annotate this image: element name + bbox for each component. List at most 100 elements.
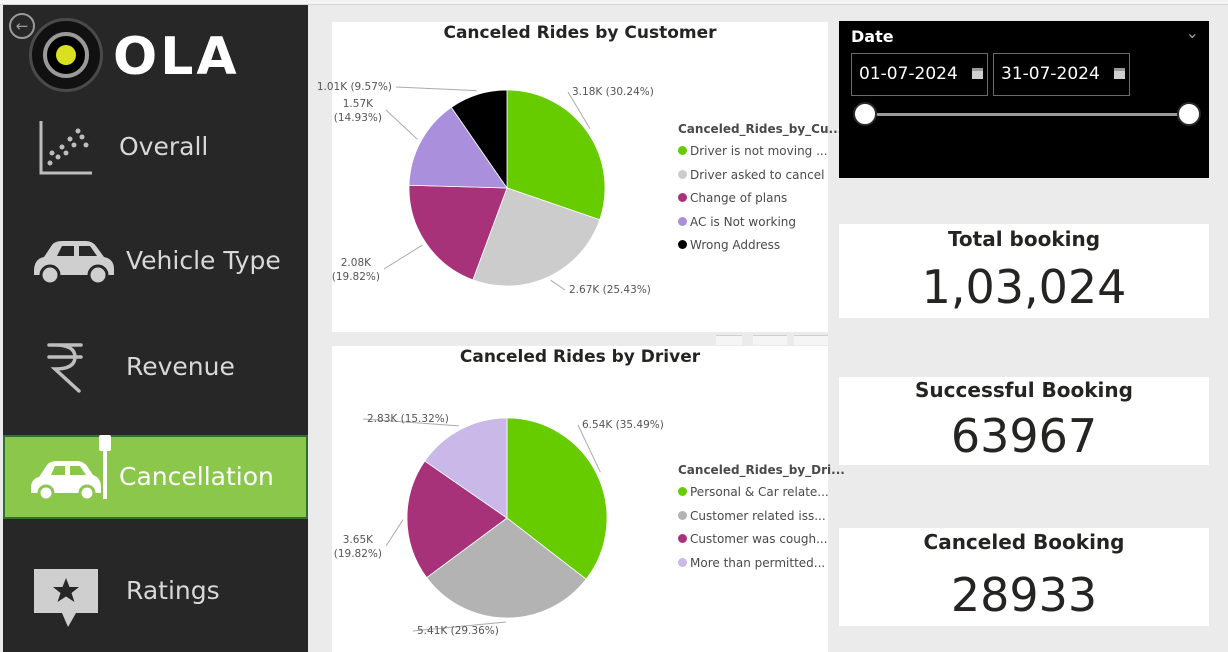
leader-line xyxy=(567,91,591,129)
leader-line xyxy=(385,109,418,140)
pie-slice[interactable] xyxy=(450,89,508,190)
pie-slice[interactable] xyxy=(408,184,508,281)
pie-chart xyxy=(383,86,606,291)
data-label: 2.08K (19.82%) xyxy=(331,257,380,283)
pie-slice[interactable] xyxy=(506,89,606,221)
legend-swatch xyxy=(678,193,687,202)
sidebar-item-label: Cancellation xyxy=(119,462,274,491)
sidebar-item-label: Revenue xyxy=(126,352,235,381)
sidebar-item-label: Vehicle Type xyxy=(126,246,281,275)
visual-header-button[interactable] xyxy=(716,335,742,345)
pie-slice[interactable] xyxy=(408,106,508,189)
data-label: 1.01K (9.57%) xyxy=(316,81,392,93)
sidebar-item-label: Overall xyxy=(119,132,209,161)
kpi-value: 28933 xyxy=(950,568,1098,622)
scatter-chart-icon xyxy=(39,121,92,175)
range-end-handle[interactable] xyxy=(1177,102,1201,126)
leader-line xyxy=(577,424,601,473)
chart-title: Canceled Rides by Driver xyxy=(459,347,701,367)
kpi-canceled-booking: Canceled Booking 28933 xyxy=(839,528,1209,626)
car-icon xyxy=(34,241,114,285)
date-slicer: Date ⌄ 01-07-2024 31-07-2024 xyxy=(839,21,1209,178)
legend-swatch xyxy=(678,216,687,226)
chart-title: Canceled Rides by Customer xyxy=(443,23,717,43)
pie-slice[interactable] xyxy=(506,417,608,580)
date-range-track[interactable] xyxy=(864,113,1189,116)
sidebar-item-vehicle-type[interactable]: Vehicle Type xyxy=(3,215,308,299)
pie-slice[interactable] xyxy=(424,417,508,519)
chart-canceled-by-customer: Canceled Rides by Customer Canceled_Ride… xyxy=(317,22,842,332)
data-label: 3.65K (19.82%) xyxy=(333,534,382,560)
end-date-field[interactable]: 31-07-2024 xyxy=(993,53,1130,96)
legend-item[interactable]: Personal & Car relate... xyxy=(678,485,829,499)
legend-item[interactable]: Change of plans xyxy=(678,191,787,205)
pie-slice[interactable] xyxy=(426,517,587,619)
visual-header-button[interactable] xyxy=(753,335,787,345)
kpi-successful-booking: Successful Booking 63967 xyxy=(839,377,1209,465)
sidebar-item-overall[interactable]: Overall xyxy=(3,105,308,189)
data-label: 6.54K (35.49%) xyxy=(582,419,664,431)
car-crash-icon xyxy=(30,435,111,502)
slicer-title: Date xyxy=(851,27,894,46)
end-date-value: 31-07-2024 xyxy=(1001,64,1100,84)
visual-header-button[interactable] xyxy=(794,335,828,345)
legend-label: Customer was cough... xyxy=(690,532,828,546)
kpi-title: Canceled Booking xyxy=(923,530,1125,554)
kpi-title: Total booking xyxy=(947,227,1101,251)
pie-slice[interactable] xyxy=(472,187,601,287)
legend-item[interactable]: Customer was cough... xyxy=(678,532,828,546)
data-label: 2.83K (15.32%) xyxy=(367,413,449,425)
pie-slice[interactable] xyxy=(406,460,508,579)
range-start-handle[interactable] xyxy=(853,102,877,126)
data-label: 5.41K (29.36%) xyxy=(417,625,499,637)
data-label: 2.67K (25.43%) xyxy=(569,284,651,296)
kpi-value: 63967 xyxy=(950,409,1098,463)
leader-line xyxy=(385,519,404,547)
legend-title: Canceled_Rides_by_Dri... xyxy=(678,463,845,477)
sidebar: ← OLA Overall Vehicle Type Revenue xyxy=(3,5,308,652)
legend-label: Change of plans xyxy=(690,191,788,205)
kpi-value: 1,03,024 xyxy=(921,260,1127,314)
leader-line xyxy=(550,279,566,291)
legend-label: AC is Not working xyxy=(690,214,797,229)
legend-swatch xyxy=(678,557,687,567)
legend-item[interactable]: Customer related iss... xyxy=(678,509,826,523)
legend-title: Canceled_Rides_by_Cu... xyxy=(678,122,843,136)
calendar-icon[interactable] xyxy=(972,68,983,79)
sidebar-item-label: Ratings xyxy=(126,576,220,605)
leader-line xyxy=(412,621,506,632)
start-date-field[interactable]: 01-07-2024 xyxy=(851,53,988,96)
legend-item[interactable]: Wrong Address xyxy=(678,238,780,252)
kpi-total-booking: Total booking 1,03,024 xyxy=(839,224,1209,318)
leader-line xyxy=(362,418,459,427)
legend-label: Personal & Car relate... xyxy=(690,485,829,499)
legend-swatch xyxy=(678,487,687,496)
data-label: 1.57K (14.93%) xyxy=(333,98,382,124)
leader-line xyxy=(395,86,477,92)
chevron-down-icon[interactable]: ⌄ xyxy=(1185,23,1199,42)
pie-chart xyxy=(362,417,608,632)
sidebar-item-revenue[interactable]: Revenue xyxy=(3,325,308,409)
legend-label: Driver asked to cancel xyxy=(690,167,825,182)
calendar-icon[interactable] xyxy=(1114,68,1125,79)
legend-item[interactable]: Driver asked to cancel xyxy=(678,168,824,182)
legend-label: Driver is not moving ... xyxy=(690,144,828,158)
rupee-icon xyxy=(47,343,83,393)
legend-item[interactable]: Driver is not moving ... xyxy=(678,144,828,158)
legend-item[interactable]: AC is Not working xyxy=(678,215,796,229)
data-label: 3.18K (30.24%) xyxy=(572,86,654,98)
sidebar-item-ratings[interactable]: Ratings xyxy=(3,549,308,633)
legend-label: More than permitted... xyxy=(690,555,826,570)
logo-text: OLA xyxy=(113,27,240,87)
ola-logo-icon xyxy=(29,18,103,92)
back-arrow-icon[interactable]: ← xyxy=(9,13,35,39)
legend-swatch xyxy=(678,169,687,179)
legend-label: Customer related iss... xyxy=(690,508,826,523)
legend-item[interactable]: More than permitted... xyxy=(678,556,825,570)
window-top-strip xyxy=(0,0,1228,5)
legend-swatch xyxy=(678,240,687,249)
legend-label: Wrong Address xyxy=(690,238,781,252)
star-speech-icon xyxy=(34,569,98,627)
sidebar-item-cancellation[interactable]: Cancellation xyxy=(3,435,308,519)
leader-line xyxy=(383,244,423,270)
